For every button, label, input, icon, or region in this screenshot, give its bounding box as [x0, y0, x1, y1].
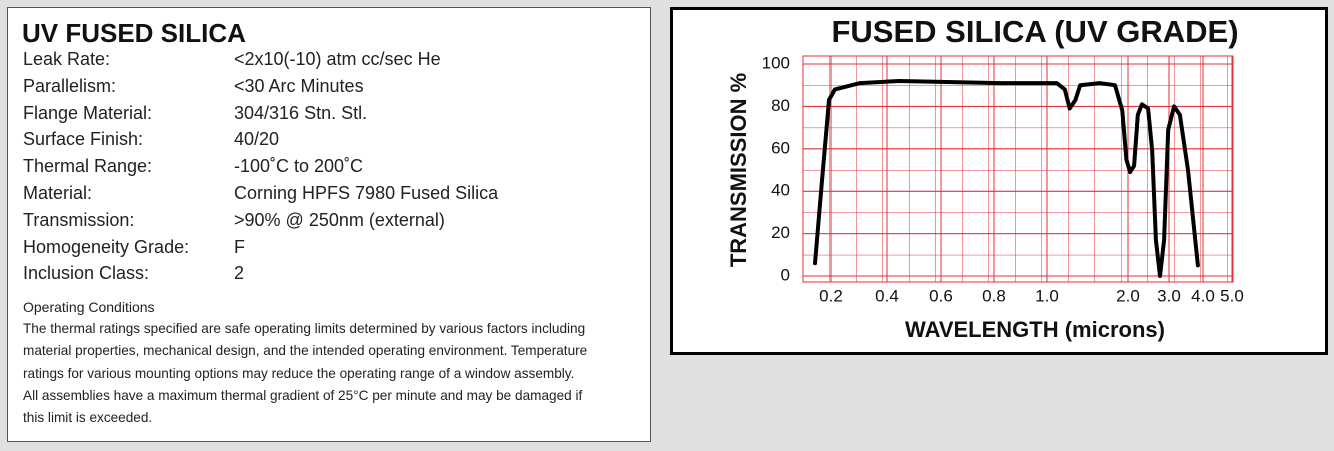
x-tick-label: 0.2 [819, 286, 843, 305]
x-tick-label: 0.4 [875, 286, 899, 305]
x-tick-label: 0.8 [982, 286, 1006, 305]
spec-value: 304/316 Stn. Stl. [234, 102, 368, 123]
note-line: ratings for various mounting options may… [23, 365, 575, 381]
spec-label: Material: [23, 183, 93, 203]
spec-row: Parallelism: <30 Arc Minutes [23, 75, 364, 97]
spec-row: Surface Finish: 40/20 [23, 129, 279, 150]
spec-value: <2x10(-10) atm cc/sec He [234, 49, 441, 69]
spec-title: UV FUSED SILICA [22, 18, 246, 48]
note-line: The thermal ratings specified are safe o… [23, 321, 586, 336]
y-tick-label: 0 [781, 265, 790, 284]
spec-value: F [234, 236, 245, 257]
spec-value: -100˚C to 200˚C [234, 156, 364, 177]
y-tick-label: 100 [762, 53, 790, 72]
chart: FUSED SILICA (UV GRADE) WAVELENGTH (micr… [670, 7, 1328, 355]
spec-value: Corning HPFS 7980 Fused Silica [234, 183, 499, 203]
spec-panel: UV FUSED SILICA Leak Rate: <2x10(-10) atm… [7, 7, 651, 442]
spec-label: Leak Rate: [23, 49, 111, 69]
spec-label: Thermal Range: [23, 156, 153, 177]
spec-label: Homogeneity Grade: [23, 236, 190, 257]
y-axis-label: TRANSMISSION % [726, 73, 751, 267]
x-tick-label: 2.0 [1116, 286, 1140, 305]
spec-row: Inclusion Class: 2 [23, 263, 244, 284]
notes-title: Operating Conditions [23, 299, 155, 315]
spec-label: Transmission: [23, 209, 135, 230]
x-tick-label: 5.0 [1220, 286, 1244, 305]
x-tick-label: 0.6 [929, 286, 953, 305]
spec-label: Parallelism: [23, 75, 117, 96]
spec-value: 2 [234, 263, 245, 284]
note-line: material properties, mechanical design, … [23, 343, 588, 359]
spec-row: Flange Material: 304/316 Stn. Stl. [23, 102, 367, 124]
x-tick-label: 1.0 [1035, 286, 1059, 305]
spec-row: Homogeneity Grade: F [23, 236, 245, 258]
y-tick-label: 20 [771, 223, 790, 242]
spec-row: Material: Corning HPFS 7980 Fused Silica [23, 183, 498, 204]
y-tick-label: 80 [771, 96, 790, 115]
x-tick-label: 4.0 [1191, 286, 1215, 305]
spec-row: Transmission: >90% @ 250nm (external) [23, 209, 445, 231]
note-line: All assemblies have a maximum thermal gr… [23, 387, 583, 403]
spec-value: 40/20 [234, 129, 280, 150]
spec-value: >90% @ 250nm (external) [234, 209, 445, 230]
y-tick-label: 40 [771, 181, 790, 200]
spec-label: Inclusion Class: [23, 263, 150, 284]
spec-row: Thermal Range: -100˚C to 200˚C [23, 156, 363, 177]
chart-title: FUSED SILICA (UV GRADE) [831, 14, 1238, 49]
spec-value: <30 Arc Minutes [234, 75, 364, 96]
x-axis-label: WAVELENGTH (microns) [905, 317, 1165, 342]
plot-area [802, 55, 1234, 283]
data-line [813, 79, 1200, 278]
spec-label: Surface Finish: [23, 129, 144, 150]
spec-row: Leak Rate: <2x10(-10) atm cc/sec He [23, 49, 441, 70]
note-line: this limit is exceeded. [23, 410, 153, 426]
y-tick-label: 60 [771, 138, 790, 157]
x-tick-label: 3.0 [1157, 286, 1181, 305]
spec-label: Flange Material: [23, 102, 153, 123]
